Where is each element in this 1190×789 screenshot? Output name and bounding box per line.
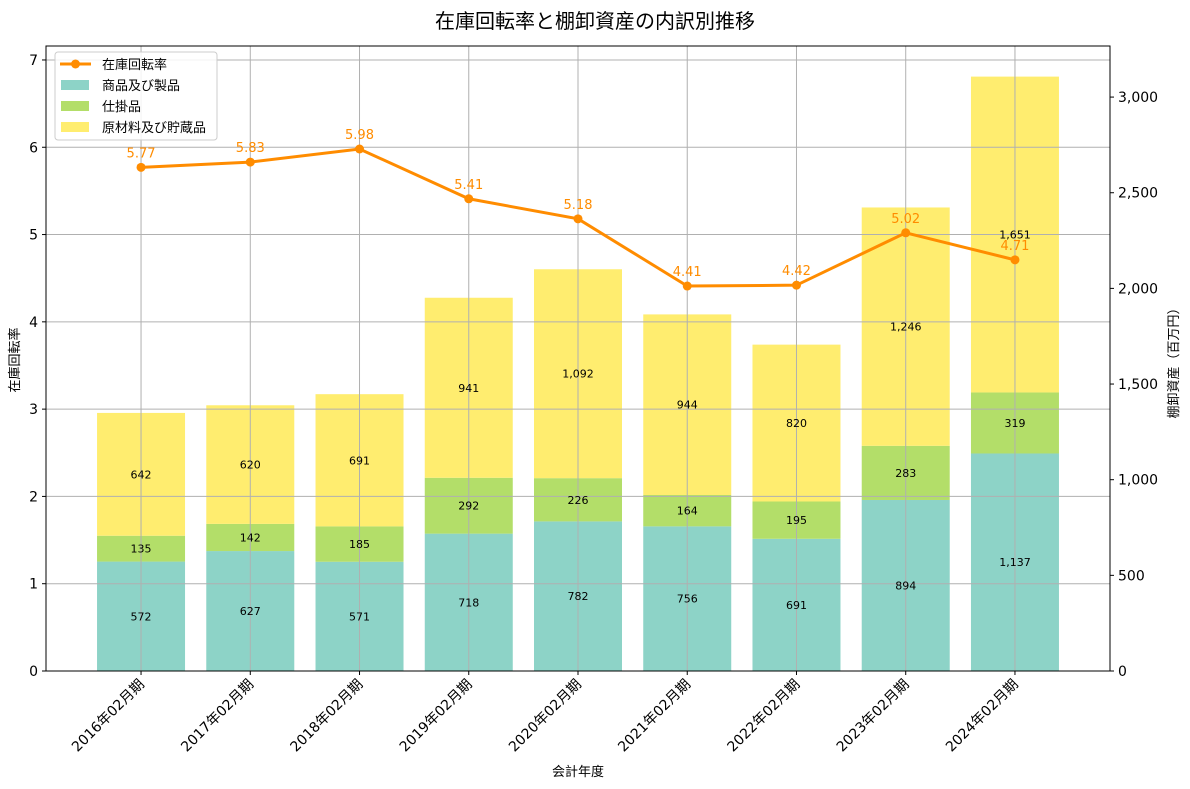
x-tick-label: 2021年02月期	[615, 677, 694, 756]
y-tick-label: 6	[29, 140, 38, 156]
bar-value-label: 226	[568, 494, 589, 507]
bar-value-label: 642	[131, 468, 152, 481]
line-value-label: 4.42	[782, 264, 811, 279]
line-point	[355, 144, 365, 154]
x-tick-label: 2017年02月期	[178, 677, 257, 756]
line-point	[136, 162, 146, 172]
bar-value-label: 620	[240, 459, 261, 472]
bar-value-label: 1,651	[999, 229, 1031, 242]
bar-value-label: 292	[458, 500, 479, 513]
y-tick-label: 5	[29, 228, 38, 244]
bar-value-label: 185	[349, 538, 370, 551]
y-right-tick-label: 2,500	[1118, 186, 1158, 202]
x-tick-label: 2016年02月期	[69, 677, 148, 756]
y-tick-label: 2	[29, 489, 38, 505]
y-tick-label: 7	[29, 53, 38, 69]
legend-label: 仕掛品	[102, 100, 141, 115]
legend-swatch	[61, 122, 89, 132]
bar-value-label: 1,137	[999, 556, 1031, 569]
line-value-label: 4.41	[673, 265, 702, 280]
bar-value-label: 627	[240, 605, 261, 618]
bar-value-label: 820	[786, 417, 807, 430]
legend-swatch	[61, 101, 89, 111]
bar-value-label: 691	[349, 454, 370, 467]
bar-value-label: 319	[1004, 417, 1025, 430]
legend-label: 商品及び製品	[102, 79, 180, 94]
bar-value-label: 1,092	[562, 368, 594, 381]
turnover-line: 5.77 5.83 5.98 5.41 5.18 4.41 4.42 5.02 4.71	[127, 128, 1029, 291]
line-point	[464, 194, 474, 204]
x-tick-label: 2022年02月期	[724, 677, 803, 756]
legend-label: 原材料及び貯蔵品	[102, 121, 206, 136]
y-tick-label: 0	[29, 664, 38, 680]
y-right-tick-label: 500	[1118, 568, 1145, 584]
bar-value-label: 572	[131, 610, 152, 623]
bar-value-label: 782	[568, 590, 589, 603]
y-axis-label-left: 在庫回転率	[7, 327, 23, 392]
legend-label: 在庫回転率	[102, 57, 167, 73]
y-right-tick-label: 1,500	[1118, 377, 1158, 393]
y-right-tick-label: 2,000	[1118, 281, 1158, 297]
y-right-tick-label: 3,000	[1118, 90, 1158, 106]
y-right-tick-label: 0	[1118, 664, 1127, 680]
x-axis-label: 会計年度	[552, 764, 604, 780]
chart-title: 在庫回転率と棚卸資産の内訳別推移	[435, 9, 755, 33]
line-point	[901, 228, 911, 238]
y-right-tick-label: 1,000	[1118, 473, 1158, 489]
x-tick-label: 2023年02月期	[834, 677, 913, 756]
bar-value-label: 756	[677, 593, 698, 606]
line-point	[573, 214, 583, 224]
line-value-label: 5.77	[127, 146, 156, 161]
line-value-label: 5.83	[236, 141, 265, 156]
bar-value-label: 1,246	[890, 321, 922, 334]
line-point	[245, 157, 255, 167]
x-tick-label: 2018年02月期	[288, 677, 367, 756]
line-value-label: 5.41	[454, 178, 483, 193]
x-tick-label: 2024年02月期	[943, 677, 1022, 756]
segment-labels: 572 135 642 627 142 620 571 185 691 718 292 941 782 2…	[131, 229, 1031, 624]
bar-value-label: 164	[677, 505, 698, 518]
bar-value-label: 142	[240, 531, 261, 544]
bar-value-label: 718	[458, 596, 479, 609]
y-tick-label: 4	[29, 315, 38, 331]
bar-value-label: 944	[677, 399, 698, 412]
legend-marker	[71, 59, 80, 69]
line-value-label: 4.71	[1000, 239, 1029, 254]
grid	[46, 46, 1110, 672]
bar-value-label: 195	[786, 514, 807, 527]
y-axis-label-right: 棚卸資産（百万円）	[1166, 301, 1182, 418]
line-point	[791, 280, 801, 290]
x-tick-label: 2019年02月期	[397, 677, 476, 756]
line-point	[1010, 255, 1020, 265]
y-tick-label: 1	[29, 577, 38, 593]
bar-value-label: 571	[349, 610, 370, 623]
bar-value-label: 283	[895, 467, 916, 480]
line-value-label: 5.18	[564, 198, 593, 213]
bar-value-label: 894	[895, 579, 916, 592]
legend-box	[54, 51, 218, 141]
bar-value-label: 941	[458, 382, 479, 395]
line-value-label: 5.98	[345, 128, 374, 143]
legend-swatch	[61, 80, 89, 90]
line-point	[682, 281, 692, 291]
x-tick-label: 2020年02月期	[506, 677, 585, 756]
bar-value-label: 691	[786, 599, 807, 612]
bar-value-label: 135	[131, 543, 152, 556]
line-value-label: 5.02	[891, 212, 920, 227]
y-tick-label: 3	[29, 402, 38, 418]
